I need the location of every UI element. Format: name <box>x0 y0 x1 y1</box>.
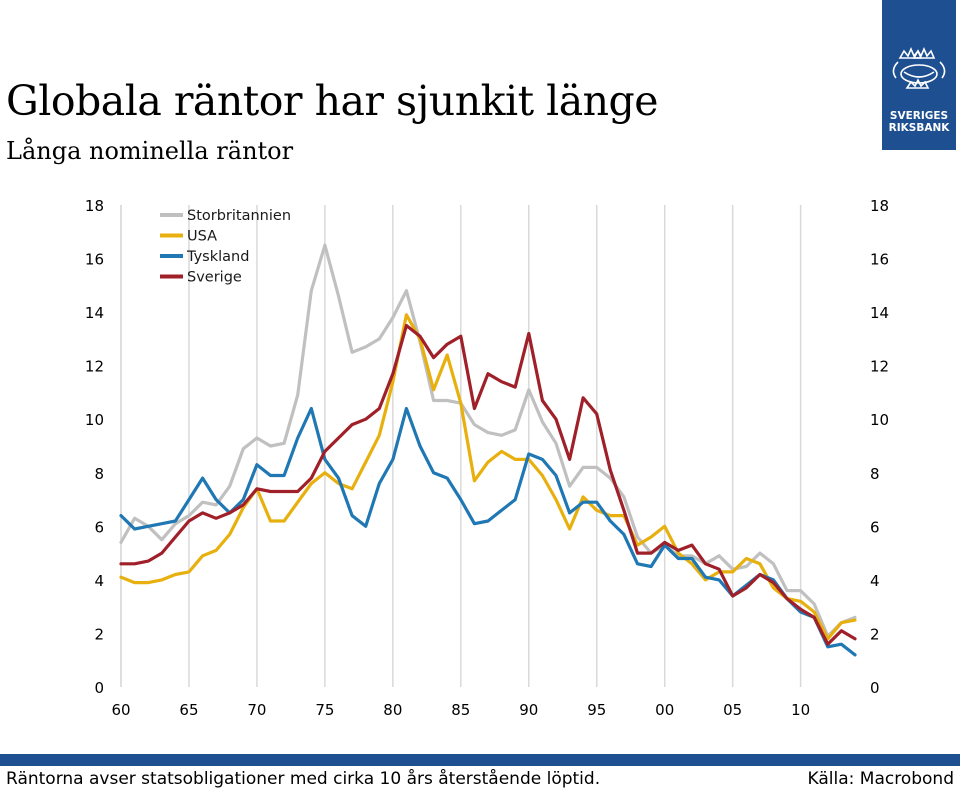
y-tick-label-right: 10 <box>870 411 889 429</box>
y-tick-label-right: 6 <box>870 518 880 536</box>
legend-label: Tyskland <box>186 249 249 265</box>
y-tick-label-left: 10 <box>85 411 104 429</box>
x-tick-label: 80 <box>383 701 402 719</box>
x-tick-label: 60 <box>111 701 130 719</box>
y-tick-label-right: 16 <box>870 251 889 269</box>
footer-bar <box>0 754 960 766</box>
series-line-storbritannien <box>119 243 857 638</box>
riksbank-crest-icon <box>892 46 946 89</box>
y-tick-label-left: 18 <box>85 197 104 215</box>
y-tick-label-right: 4 <box>870 572 880 590</box>
y-tick-label-left: 2 <box>94 625 104 643</box>
y-tick-label-left: 0 <box>94 679 104 697</box>
logo-text-line2: RIKSBANK <box>888 122 950 134</box>
x-tick-label: 75 <box>315 701 334 719</box>
x-tick-label: 70 <box>247 701 266 719</box>
series-line-usa <box>119 313 857 641</box>
footnote: Räntorna avser statsobligationer med cir… <box>6 769 601 789</box>
x-tick-label: 90 <box>519 701 538 719</box>
y-tick-label-left: 6 <box>94 518 104 536</box>
y-tick-label-right: 2 <box>870 625 880 643</box>
y-tick-label-left: 12 <box>85 358 104 376</box>
page-subtitle: Långa nominella räntor <box>6 137 294 165</box>
line-chart: 0 2 4 6 8 10 12 14 16 18 0 2 4 6 8 10 12 14 16 18 60 65 70 75… <box>85 197 889 719</box>
x-tick-label: 95 <box>587 701 606 719</box>
series-line-sverige <box>119 323 857 646</box>
riksbank-logo: SVERIGES RIKSBANK <box>882 0 956 150</box>
y-tick-label-left: 8 <box>94 465 104 483</box>
x-tick-label: 05 <box>723 701 742 719</box>
source-label: Källa: Macrobond <box>807 769 954 789</box>
page-title: Globala räntor har sjunkit länge <box>6 77 659 125</box>
x-tick-label: 65 <box>179 701 198 719</box>
y-tick-label-right: 12 <box>870 358 889 376</box>
logo-text-line1: SVERIGES <box>889 110 949 122</box>
legend-label: Storbritannien <box>187 208 291 224</box>
y-tick-label-left: 14 <box>85 304 104 322</box>
y-tick-label-right: 14 <box>870 304 889 322</box>
x-tick-label: 00 <box>655 701 674 719</box>
legend-label: Sverige <box>187 270 242 286</box>
legend-label: USA <box>187 229 217 245</box>
y-tick-label-left: 16 <box>85 251 104 269</box>
y-tick-label-right: 0 <box>870 679 880 697</box>
x-tick-label: 10 <box>791 701 810 719</box>
y-tick-label-left: 4 <box>94 572 104 590</box>
x-tick-label: 85 <box>451 701 470 719</box>
y-tick-label-right: 8 <box>870 465 880 483</box>
y-tick-label-right: 18 <box>870 197 889 215</box>
